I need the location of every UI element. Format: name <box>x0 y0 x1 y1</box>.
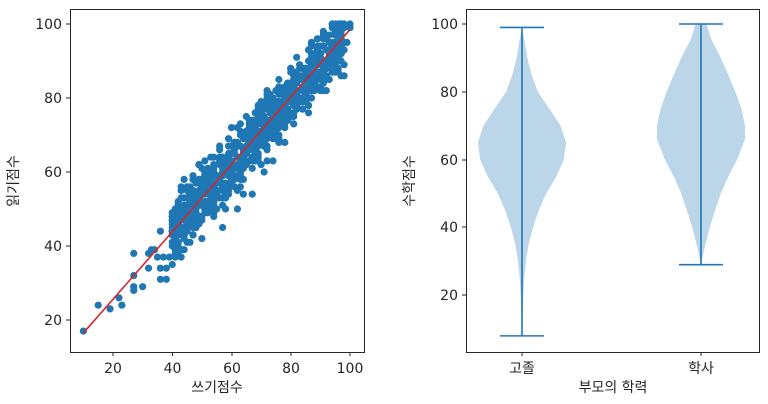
y-tick-label: 80 <box>440 85 458 101</box>
x-tick-label: 40 <box>164 361 182 377</box>
y-tick-label: 60 <box>44 165 62 181</box>
violin-x-axis-label: 부모의 학력 <box>579 380 648 396</box>
scatter-x-ticks: 20 40 60 80 100 <box>104 352 363 377</box>
y-tick-label: 80 <box>44 91 62 107</box>
scatter-axes-frame <box>70 9 365 353</box>
violin-y-ticks: 20 40 60 80 100 <box>431 17 466 304</box>
x-tick-label-high-school: 고졸 <box>509 361 535 377</box>
x-tick-label: 60 <box>223 361 241 377</box>
y-tick-label: 100 <box>431 17 458 33</box>
violin-axes-frame <box>466 9 760 353</box>
y-tick-label: 100 <box>35 17 62 33</box>
y-tick-label: 60 <box>440 153 458 169</box>
scatter-x-axis-label: 쓰기점수 <box>191 380 243 396</box>
x-tick-label: 80 <box>282 361 300 377</box>
violin-x-ticks: 고졸 학사 <box>509 352 714 377</box>
violins <box>478 23 745 337</box>
y-tick-label: 40 <box>44 239 62 255</box>
violin-y-axis-label: 수학점수 <box>402 155 418 207</box>
x-tick-label: 20 <box>104 361 122 377</box>
y-tick-label: 40 <box>440 220 458 236</box>
scatter-y-ticks: 20 40 60 80 100 <box>35 17 70 329</box>
y-tick-label: 20 <box>440 288 458 304</box>
x-tick-label: 100 <box>337 361 364 377</box>
scatter-points <box>79 20 354 335</box>
scatter-plot: 20 40 60 80 100 20 40 60 80 100 쓰기점수 읽기점… <box>6 9 365 396</box>
regression-line <box>82 29 351 334</box>
x-tick-label-bachelor: 학사 <box>688 361 714 377</box>
y-tick-label: 20 <box>44 313 62 329</box>
scatter-y-axis-label: 읽기점수 <box>6 155 22 207</box>
violin-plot: 고졸 학사 20 40 60 80 100 부모의 학력 수학점수 <box>402 9 760 396</box>
